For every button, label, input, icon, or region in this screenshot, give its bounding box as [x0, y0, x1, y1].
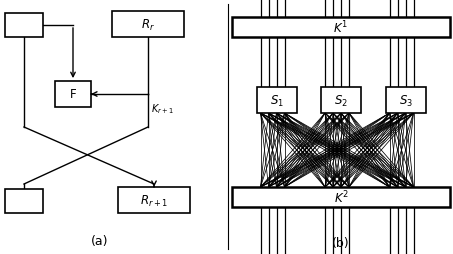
- Bar: [256, 88, 297, 114]
- Bar: [118, 187, 190, 213]
- Text: $S_1$: $S_1$: [270, 93, 284, 108]
- Text: $R_r$: $R_r$: [141, 17, 155, 33]
- Bar: [5, 189, 43, 213]
- Bar: [5, 14, 43, 38]
- Bar: [232, 18, 450, 38]
- Text: $K^1$: $K^1$: [333, 20, 348, 36]
- Bar: [232, 187, 450, 207]
- Bar: [321, 88, 361, 114]
- Text: $K_{r+1}$: $K_{r+1}$: [151, 102, 174, 115]
- Text: $R_{r+1}$: $R_{r+1}$: [140, 193, 168, 208]
- Text: $S_2$: $S_2$: [334, 93, 348, 108]
- Text: (b): (b): [332, 236, 350, 249]
- Bar: [386, 88, 425, 114]
- Text: F: F: [70, 88, 76, 101]
- Text: (a): (a): [91, 234, 109, 247]
- Bar: [55, 82, 91, 108]
- Text: $K^2$: $K^2$: [333, 189, 348, 205]
- Bar: [112, 12, 184, 38]
- Text: $S_3$: $S_3$: [399, 93, 413, 108]
